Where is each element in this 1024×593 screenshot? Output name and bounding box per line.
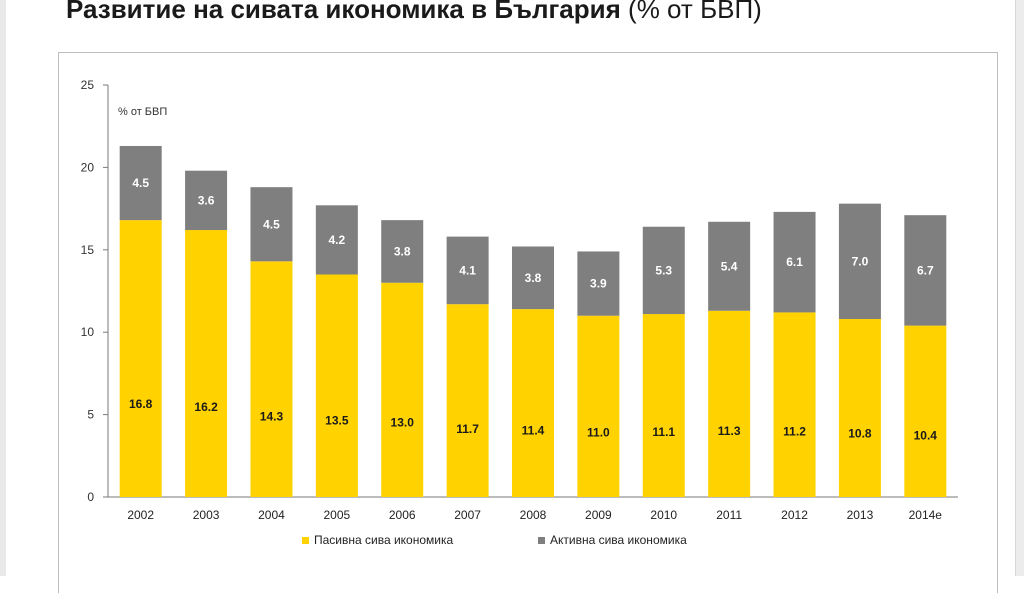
data-label-passive: 16.2 (194, 400, 218, 414)
legend-label-active: Активна сива икономика (550, 533, 687, 547)
bar-active (642, 226, 685, 315)
y-tick-label: 10 (81, 325, 95, 339)
x-tick-label: 2003 (193, 508, 220, 522)
x-tick-label: 2008 (520, 508, 547, 522)
x-tick-label: 2013 (847, 508, 874, 522)
chart-title-main: Развитие на сивата икономика в България (66, 0, 621, 24)
x-tick-label: 2007 (454, 508, 481, 522)
y-tick-label: 0 (87, 490, 94, 504)
bar-passive (446, 304, 489, 497)
bar-passive (642, 314, 685, 497)
data-label-active: 3.6 (198, 193, 215, 207)
data-label-active: 7.0 (852, 254, 869, 268)
y-axis-label: % от БВП (118, 106, 167, 118)
data-label-passive: 10.8 (848, 427, 872, 441)
bar-passive (185, 230, 228, 498)
data-label-active: 4.5 (132, 176, 149, 190)
y-tick-label: 5 (87, 408, 94, 422)
data-label-active: 3.9 (590, 277, 607, 291)
y-tick-label: 20 (81, 160, 95, 174)
x-tick-label: 2002 (127, 508, 154, 522)
data-label-active: 3.8 (394, 244, 411, 258)
bar-passive (512, 309, 554, 497)
data-label-passive: 11.4 (522, 424, 545, 438)
data-label-passive: 11.1 (652, 425, 675, 439)
data-label-passive: 11.0 (587, 426, 610, 440)
x-tick-label: 2010 (650, 508, 677, 522)
bar-passive (250, 261, 293, 497)
bar-active (446, 236, 489, 305)
x-tick-label: 2014е (909, 508, 943, 522)
x-tick-label: 2011 (716, 508, 742, 522)
data-label-active: 5.3 (655, 263, 672, 277)
bar-passive (381, 282, 424, 497)
bar-active (904, 215, 947, 326)
x-tick-label: 2005 (323, 508, 350, 522)
bar-active (708, 221, 751, 311)
data-label-passive: 14.3 (260, 409, 284, 423)
x-tick-label: 2009 (585, 508, 612, 522)
bar-active (773, 211, 816, 313)
bar-active (250, 187, 293, 262)
data-label-passive: 10.4 (914, 429, 938, 443)
data-label-active: 4.5 (263, 217, 280, 231)
data-label-passive: 13.5 (325, 413, 349, 427)
legend-label-passive: Пасивна сива икономика (314, 533, 453, 547)
legend-swatch-passive (302, 537, 309, 544)
data-label-active: 5.4 (721, 259, 738, 273)
bar-active (381, 220, 424, 283)
x-tick-label: 2012 (781, 508, 808, 522)
data-label-passive: 13.0 (391, 416, 415, 430)
bar-passive (315, 274, 358, 497)
x-tick-label: 2004 (258, 508, 285, 522)
bar-active (577, 251, 620, 316)
bar-passive (773, 312, 816, 497)
bar-active (185, 170, 228, 231)
bar-passive (577, 315, 620, 497)
bar-active (119, 145, 162, 221)
right-scrollbar-edge (1015, 0, 1024, 576)
data-label-active: 6.7 (917, 263, 934, 277)
data-label-passive: 11.2 (783, 425, 806, 439)
chart-panel (58, 52, 998, 593)
bar-active (512, 246, 554, 310)
x-tick-label: 2006 (389, 508, 416, 522)
bar-passive (119, 220, 162, 498)
left-frame-edge (0, 0, 6, 576)
data-label-passive: 11.7 (456, 422, 479, 436)
data-label-passive: 11.3 (718, 424, 741, 438)
bar-passive (904, 325, 947, 497)
bar-passive (708, 310, 751, 497)
chart-title: Развитие на сивата икономика в България … (66, 0, 762, 25)
data-label-active: 3.8 (525, 271, 542, 285)
y-tick-label: 15 (81, 243, 95, 257)
bar-active (315, 205, 358, 275)
stacked-bar-chart: 0 5 10 15 20 25 % от БВП 16.8 4.5 2002 16.2 3.6 2003… (81, 78, 958, 547)
bar-active (838, 203, 881, 320)
chart-title-unit: (% от БВП) (628, 0, 762, 24)
bar-passive (838, 319, 881, 497)
data-label-active: 4.1 (459, 263, 476, 277)
legend-swatch-active (538, 537, 545, 544)
data-label-active: 6.1 (786, 255, 803, 269)
y-tick-label: 25 (81, 78, 95, 92)
data-label-active: 4.2 (329, 233, 346, 247)
data-label-passive: 16.8 (129, 397, 153, 411)
